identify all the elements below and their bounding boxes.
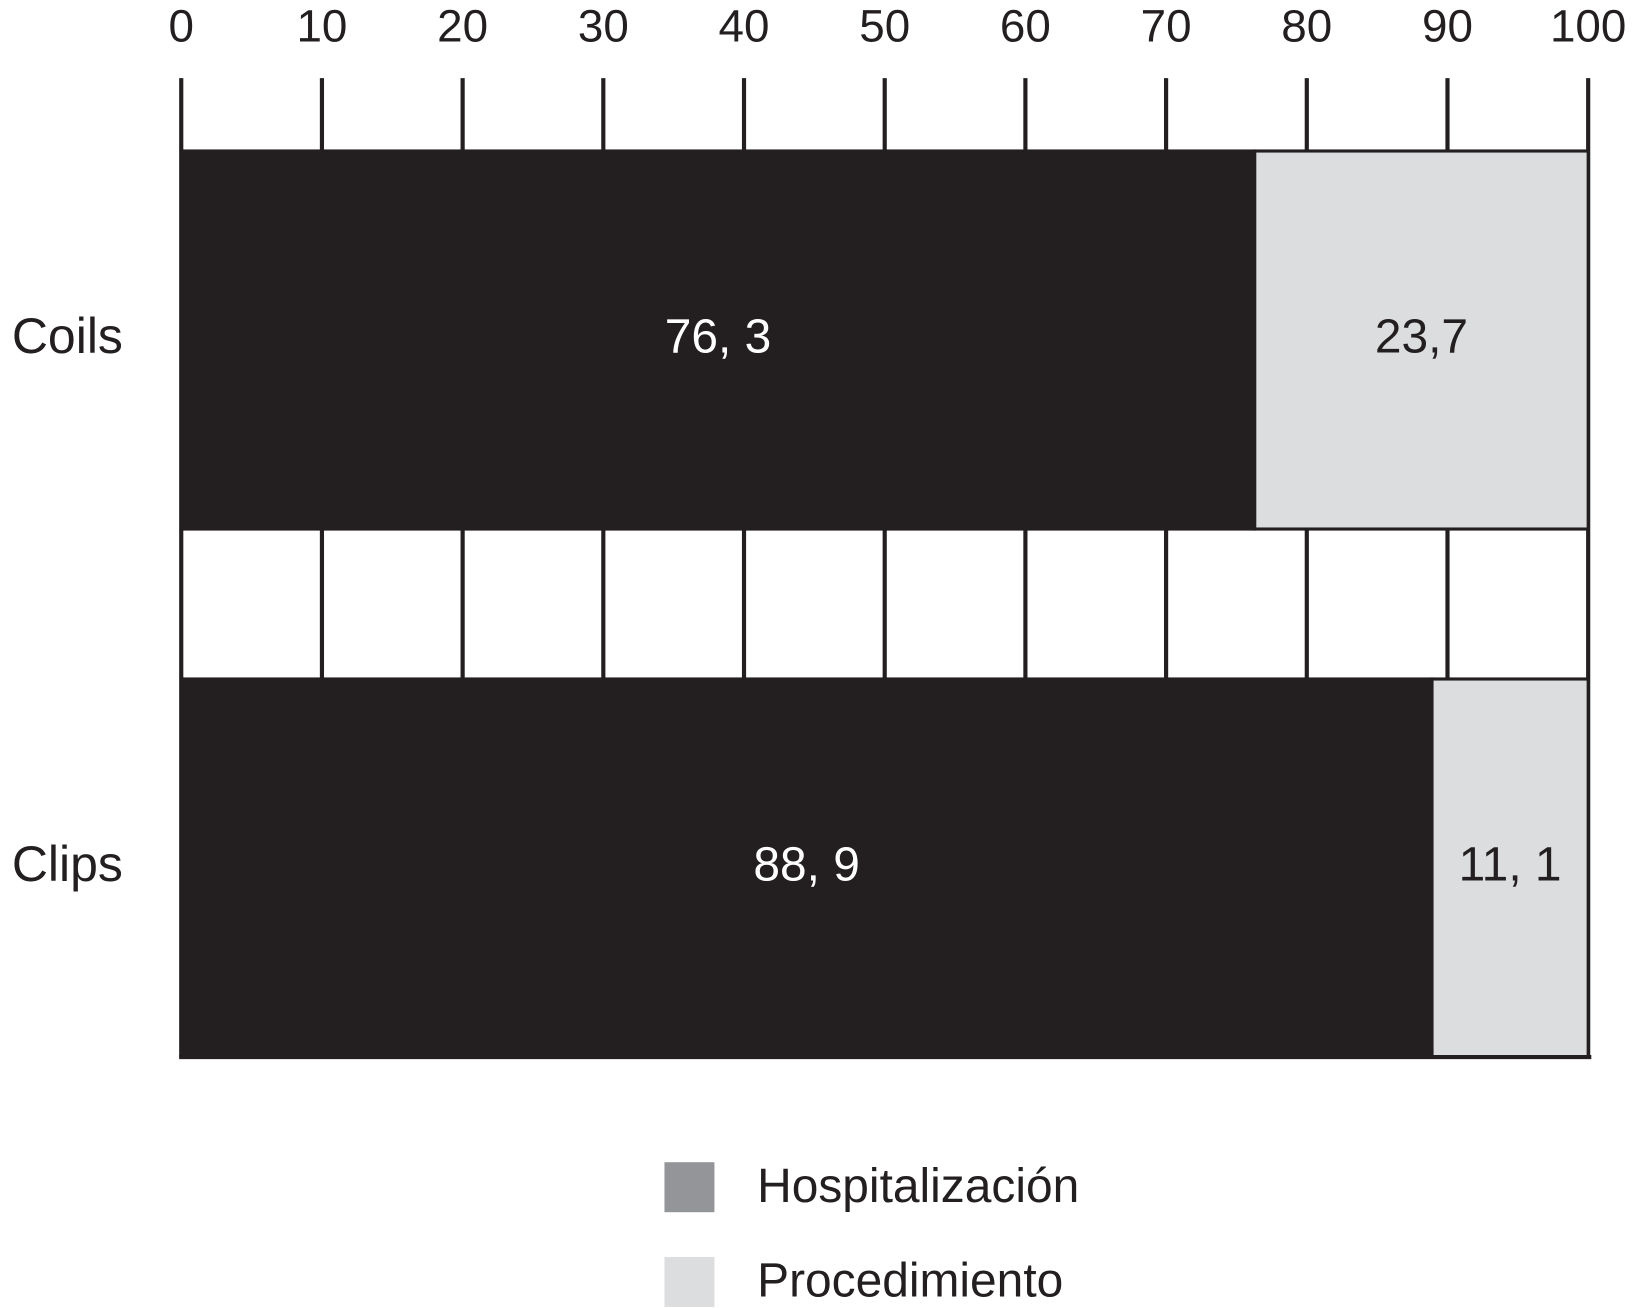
legend-label: Procedimiento: [757, 1255, 1063, 1308]
value-label: 76, 3: [665, 311, 772, 364]
x-tick-label: 60: [1000, 0, 1051, 51]
x-tick-label: 20: [437, 0, 488, 51]
legend-swatch: [664, 1256, 715, 1307]
x-tick-label: 10: [296, 0, 347, 51]
x-tick-label: 50: [859, 0, 910, 51]
x-tick-label: 100: [1550, 0, 1626, 51]
bar-segment: [179, 677, 1434, 1059]
x-tick-label: 40: [719, 0, 770, 51]
x-tick-label: 80: [1281, 0, 1332, 51]
value-label: 88, 9: [753, 839, 860, 892]
x-tick-label: 90: [1422, 0, 1473, 51]
bar-segment: [1430, 677, 1590, 1059]
legend-swatch: [664, 1162, 715, 1213]
x-tick-label: 70: [1141, 0, 1192, 51]
bar-segment: [179, 149, 1257, 531]
category-label: Clips: [12, 836, 123, 892]
bar-segment: [1253, 149, 1590, 531]
x-tick-label: 0: [169, 0, 194, 51]
value-label: 11, 1: [1459, 839, 1562, 892]
x-tick-label: 30: [578, 0, 629, 51]
value-label: 23,7: [1375, 311, 1468, 364]
legend-label: Hospitalización: [757, 1160, 1079, 1213]
category-label: Coils: [12, 308, 123, 364]
